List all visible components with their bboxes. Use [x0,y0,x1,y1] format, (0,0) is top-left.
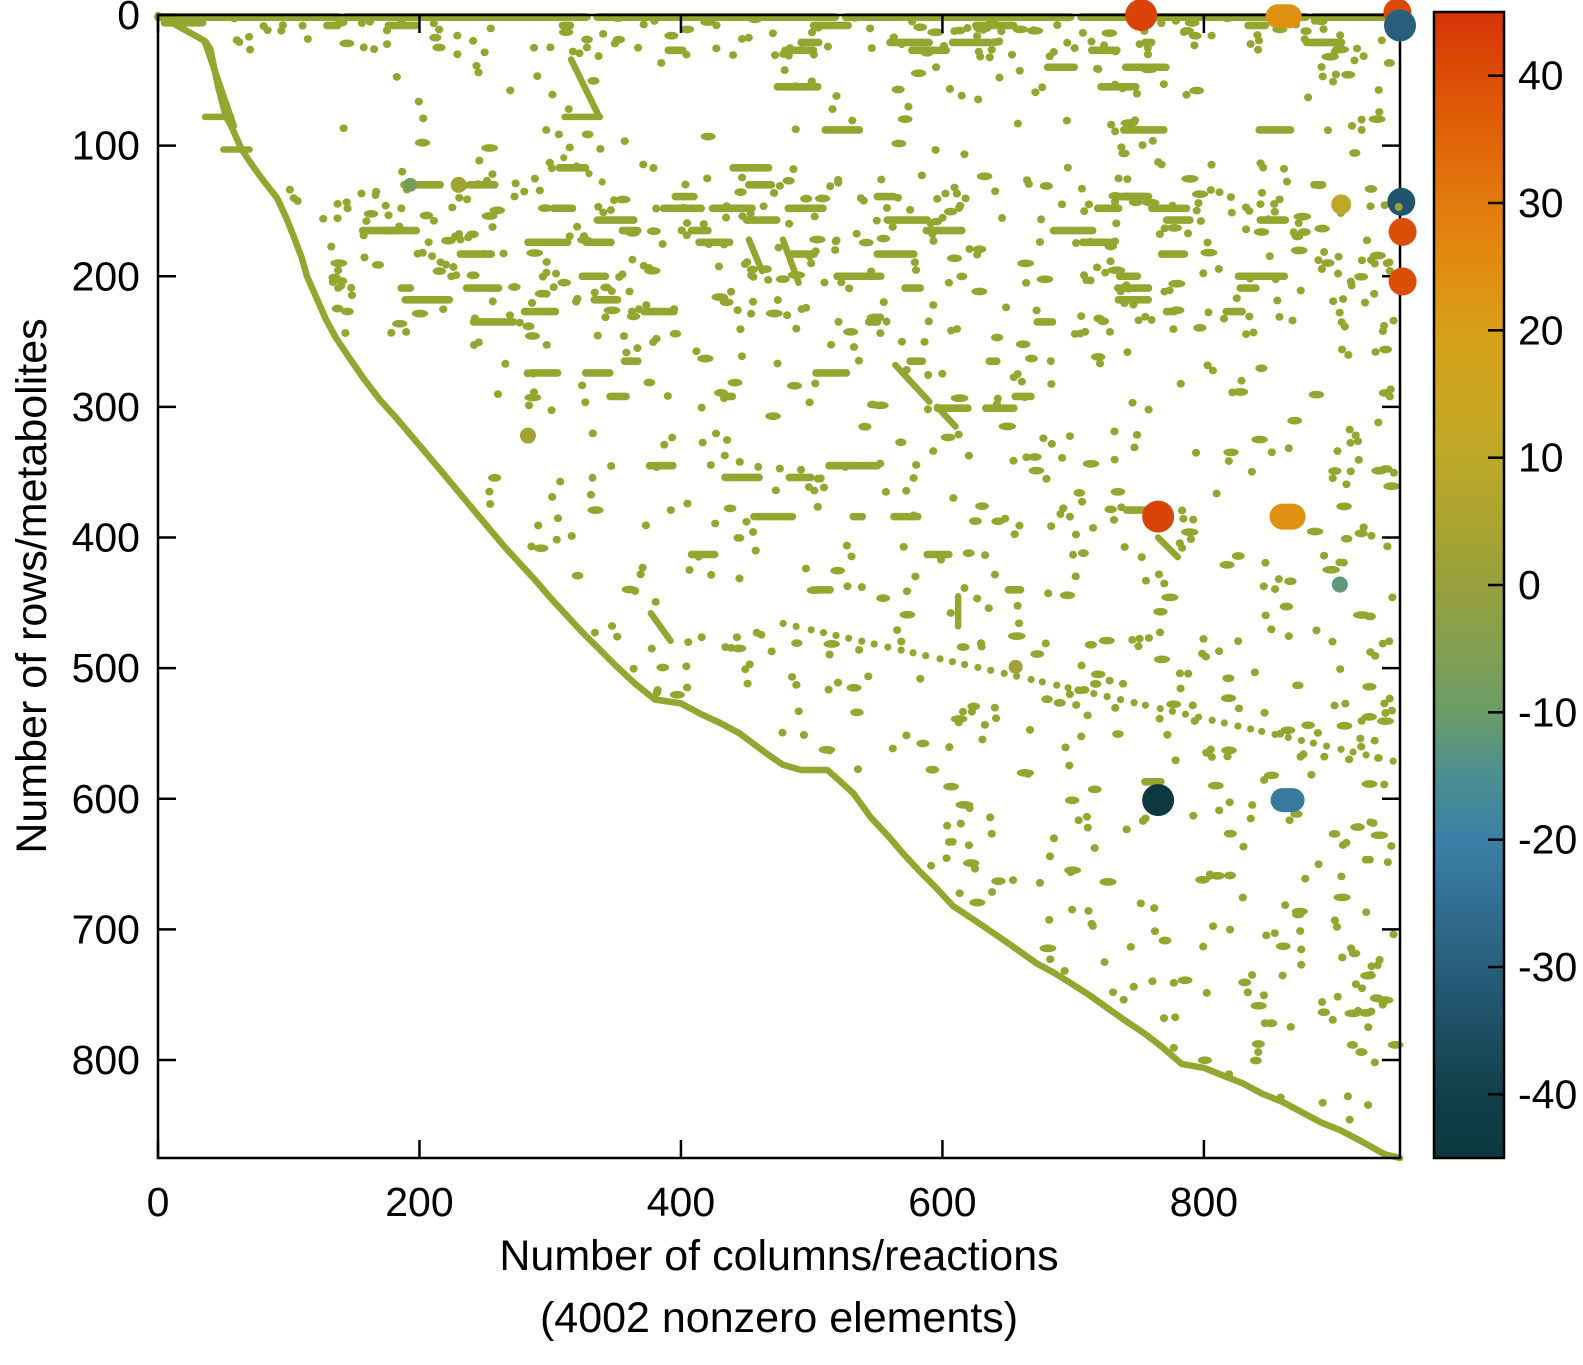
y-tick-label: 400 [72,515,140,561]
matrix-entry-marker [1387,187,1416,216]
matrix-entry-marker [519,427,536,444]
nonzero-points [160,13,1404,1124]
matrix-entry-marker [1331,194,1352,215]
y-tick-label: 500 [72,645,140,691]
matrix-entry-marker [1394,203,1403,212]
x-axis-label: Number of columns/reactions [499,1232,1059,1280]
matrix-entry-marker [1142,784,1175,817]
colorbar-tick-label: -20 [1518,817,1577,863]
matrix-entry-marker [1388,217,1417,246]
y-tick-label: 600 [72,776,140,822]
matrix-entry-marker [1270,788,1305,813]
colorbar-tick-label: -10 [1518,689,1577,735]
plot-axes [156,13,1402,1160]
matrix-entry-marker [1331,576,1348,593]
tick-labels: 0 200 400 600 800 0 100 200 300 400 500 600 700 800 [72,0,1239,1225]
x-tick-label: 0 [147,1179,170,1225]
x-tick-label: 400 [647,1179,715,1225]
y-tick-label: 700 [72,906,140,952]
y-tick-label: 0 [117,0,140,38]
y-axis-label: Number of rows/metabolites [8,318,56,854]
x-tick-label: 800 [1170,1179,1238,1225]
colorbar-tick-label: 30 [1518,180,1564,226]
x-tick-label: 600 [908,1179,976,1225]
x-tick-label: 200 [385,1179,453,1225]
matrix-entry-marker [1142,500,1175,533]
highlighted-entries [403,0,1417,817]
y-tick-label: 800 [72,1037,140,1083]
colorbar-tick-label: 40 [1518,53,1564,99]
matrix-entry-marker [1384,9,1416,42]
matrix-entry-marker [450,176,467,193]
y-tick-label: 200 [72,253,140,299]
colorbar-tick-label: -30 [1518,944,1577,990]
colorbar: 40 30 20 10 0 -10 -20 -30 -40 [1432,10,1577,1160]
matrix-boundary-curve [154,11,1404,1162]
matrix-entry-marker [1008,659,1023,674]
colorbar-tick-label: -40 [1518,1071,1577,1117]
x-axis-sublabel: (4002 nonzero elements) [539,1294,1019,1342]
matrix-entry-marker [1125,0,1158,31]
matrix-entry-marker [1388,267,1417,296]
colorbar-tick-label: 20 [1518,307,1564,353]
matrix-entry-marker [1269,503,1306,530]
colorbar-tick-label: 10 [1518,435,1564,481]
matrix-entry-marker [1265,4,1302,29]
y-tick-label: 300 [72,384,140,430]
matrix-entry-marker [403,177,418,192]
y-tick-label: 100 [72,123,140,169]
plot-box [156,13,1402,1160]
colorbar-tick-label: 0 [1518,562,1541,608]
